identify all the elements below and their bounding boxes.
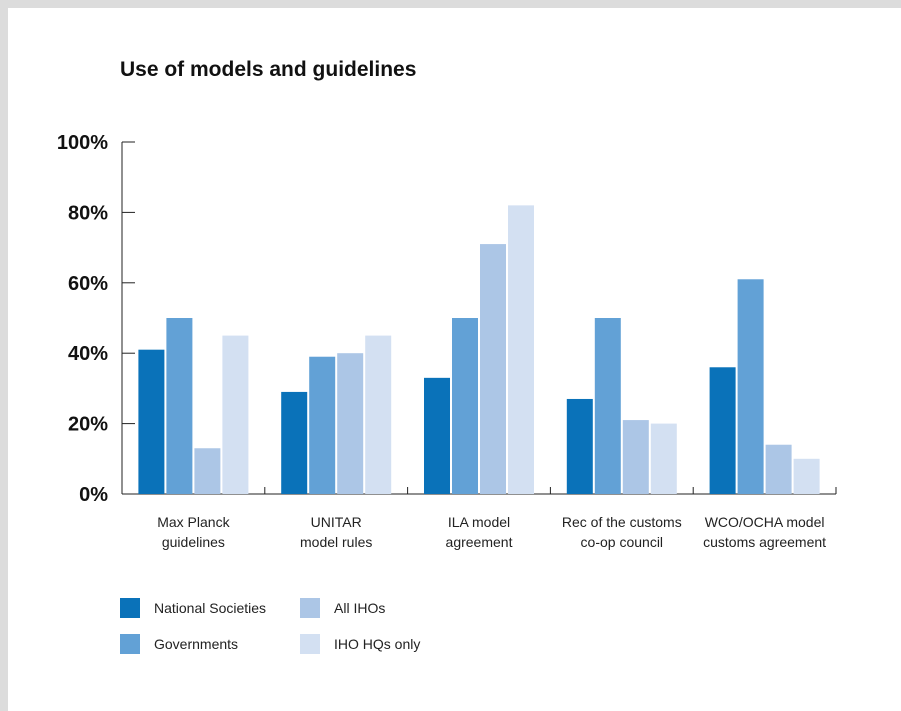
category-label: customs agreement (703, 534, 826, 550)
bar (793, 458, 820, 494)
category-label: model rules (300, 534, 372, 550)
chart-card: Use of models and guidelines 0% 20% 40% 60%… (8, 8, 901, 711)
bar (138, 349, 165, 494)
chart-title: Use of models and guidelines (120, 58, 416, 81)
legend-label: IHO HQs only (334, 636, 420, 652)
category-labels: Max Planck guidelines UNITAR model rules ILA… (157, 514, 826, 550)
legend-swatch (120, 634, 140, 654)
bar (194, 448, 221, 494)
bar (650, 423, 677, 494)
bar (309, 356, 336, 494)
category-label: WCO/OCHA model (705, 514, 825, 530)
bar (365, 335, 392, 494)
bar (281, 391, 308, 494)
bar (709, 367, 736, 494)
bar (166, 318, 193, 494)
legend-label: Governments (154, 636, 238, 652)
y-tick-label: 60% (68, 273, 108, 295)
bar-chart: Use of models and guidelines 0% 20% 40% 60%… (57, 58, 837, 654)
category-label: Rec of the customs (562, 514, 682, 530)
bar (622, 420, 649, 494)
bar (480, 244, 506, 494)
legend-swatch (300, 598, 320, 618)
chart-legend: National Societies Governments All IHOs IHO… (120, 598, 420, 654)
legend-swatch (300, 634, 320, 654)
category-label: co-op council (581, 534, 664, 550)
bar (765, 444, 792, 494)
chart-bars (138, 205, 820, 495)
category-label: agreement (446, 534, 513, 550)
bar (508, 205, 534, 495)
y-tick-label: 80% (68, 202, 108, 224)
bar (222, 335, 249, 494)
y-tick-label: 0% (79, 484, 108, 506)
bar (566, 398, 593, 494)
bar (424, 377, 450, 494)
bar (594, 318, 621, 494)
legend-swatch (120, 598, 140, 618)
bar (337, 353, 364, 494)
category-label: ILA model (448, 514, 510, 530)
y-tick-label: 100% (57, 132, 108, 154)
category-label: Max Planck (157, 514, 230, 530)
category-label: guidelines (162, 534, 225, 550)
category-label: UNITAR (311, 514, 362, 530)
y-tick-label: 40% (68, 343, 108, 365)
bar (452, 318, 478, 494)
y-tick-label: 20% (68, 414, 108, 436)
legend-label: All IHOs (334, 600, 385, 616)
bar (737, 279, 764, 494)
legend-label: National Societies (154, 600, 266, 616)
